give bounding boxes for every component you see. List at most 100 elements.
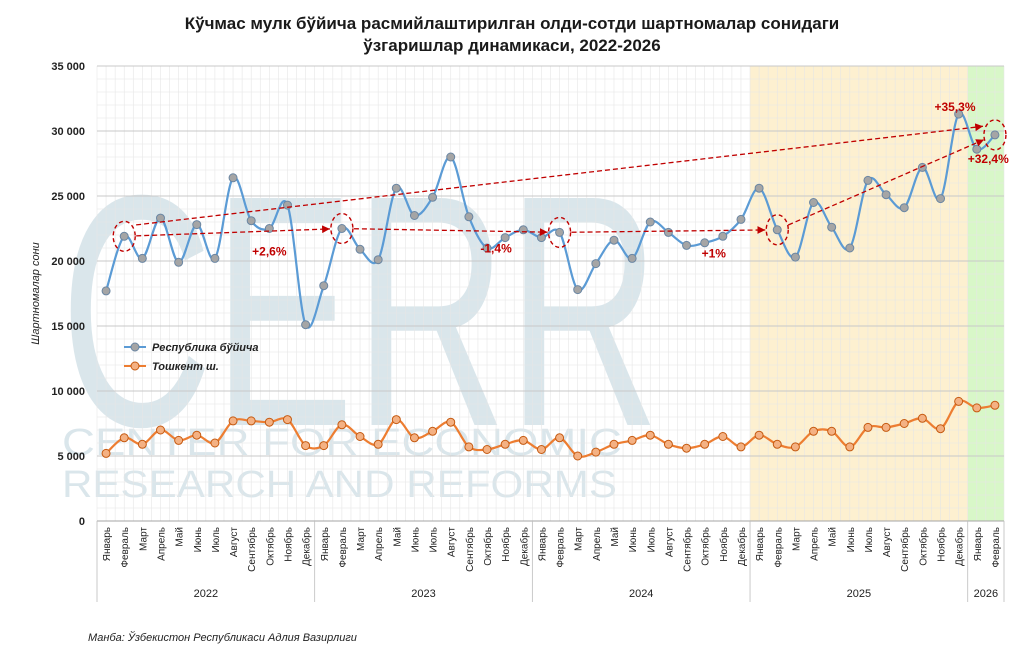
legend-marker-republic xyxy=(130,342,140,352)
x-tick-label-month: Июль xyxy=(429,527,440,553)
y-tick-label: 20 000 xyxy=(51,256,85,268)
data-point-tashkent xyxy=(591,447,601,457)
data-point-tashkent xyxy=(881,422,891,432)
x-tick-label-month: Май xyxy=(610,527,621,547)
data-point-tashkent xyxy=(119,433,129,443)
data-point-tashkent xyxy=(482,445,492,454)
data-point-tashkent xyxy=(790,442,800,452)
x-tick-label-month: Июнь xyxy=(846,527,857,552)
comparison-arrow xyxy=(571,226,766,234)
data-point-republic xyxy=(663,227,673,237)
x-tick-label-month: Январь xyxy=(973,527,984,561)
x-tick-label-year: 2025 xyxy=(847,588,871,600)
data-point-republic xyxy=(936,194,946,204)
x-tick-label-month: Август xyxy=(229,527,240,558)
data-point-tashkent xyxy=(754,430,764,440)
legend-label-tashkent: Тошкент ш. xyxy=(152,361,219,373)
x-tick-label-month: Январь xyxy=(102,527,113,561)
data-point-republic xyxy=(409,211,419,220)
data-point-tashkent xyxy=(264,417,274,427)
data-point-tashkent xyxy=(210,438,220,448)
data-point-republic xyxy=(627,253,637,263)
chart-title-line-1: Кўчмас мулк бўйича расмийлаштирилган олд… xyxy=(184,14,840,33)
highlight-circle xyxy=(330,212,354,245)
data-point-tashkent xyxy=(645,430,655,440)
data-point-tashkent xyxy=(899,419,909,428)
data-point-tashkent xyxy=(990,400,1000,410)
data-point-republic xyxy=(609,235,619,245)
data-point-tashkent xyxy=(391,415,401,425)
data-point-tashkent xyxy=(101,448,111,458)
data-point-tashkent xyxy=(228,416,238,426)
x-tick-label-month: Ноябрь xyxy=(500,527,512,562)
data-point-tashkent xyxy=(936,424,946,434)
x-tick-label-month: Май xyxy=(392,527,403,547)
x-tick-label-month: Октябрь xyxy=(482,527,494,566)
x-tick-label-month: Август xyxy=(664,527,675,558)
x-tick-label-month: Апрель xyxy=(592,527,603,561)
y-tick-label: 5 000 xyxy=(57,451,85,463)
source-note: Манба: Ўзбекистон Республикаси Адлия Ваз… xyxy=(88,632,357,644)
x-tick-label-month: Февраль xyxy=(773,527,784,568)
data-point-republic xyxy=(827,222,837,232)
highlight-circle xyxy=(547,216,572,249)
y-tick-label: 15 000 xyxy=(51,321,85,333)
comparison-label: +35,3% xyxy=(934,100,975,114)
data-point-tashkent xyxy=(917,413,927,423)
highlight-circle xyxy=(765,214,789,246)
data-point-republic xyxy=(809,198,819,207)
data-point-republic xyxy=(772,225,782,235)
data-point-republic xyxy=(446,152,456,162)
data-point-republic xyxy=(355,244,365,254)
data-point-republic xyxy=(736,214,746,224)
highlight-circle xyxy=(112,220,136,253)
data-point-tashkent xyxy=(682,443,692,453)
y-tick-label: 35 000 xyxy=(51,61,85,73)
data-point-republic xyxy=(881,190,891,200)
data-point-tashkent xyxy=(845,442,855,452)
data-point-republic xyxy=(301,320,311,330)
data-point-tashkent xyxy=(518,435,528,445)
data-point-tashkent xyxy=(174,435,184,445)
x-tick-label-month: Март xyxy=(356,527,367,551)
data-point-tashkent xyxy=(319,441,329,451)
data-point-tashkent xyxy=(609,439,619,449)
x-tick-label-month: Ноябрь xyxy=(282,527,294,562)
y-tick-label: 30 000 xyxy=(51,126,85,138)
data-point-tashkent xyxy=(573,451,583,461)
data-point-republic xyxy=(264,224,274,233)
x-tick-label-month: Август xyxy=(882,527,893,558)
data-point-republic xyxy=(192,220,202,230)
data-point-republic xyxy=(899,203,909,213)
data-point-republic xyxy=(990,130,1000,140)
x-tick-label-month: Июнь xyxy=(628,527,639,552)
x-tick-label-month: Ноябрь xyxy=(718,527,730,562)
x-tick-label-month: Сентябрь xyxy=(464,527,476,572)
data-point-republic xyxy=(718,231,728,241)
data-point-tashkent xyxy=(555,433,565,443)
data-point-tashkent xyxy=(301,441,311,451)
x-tick-label-month: Май xyxy=(828,527,839,547)
data-point-republic xyxy=(137,253,147,263)
x-tick-label-month: Август xyxy=(447,527,458,558)
data-point-republic xyxy=(482,243,492,253)
data-point-republic xyxy=(174,257,184,267)
x-tick-label-year: 2023 xyxy=(411,588,435,600)
watermark-line-2: RESEARCH AND REFORMS xyxy=(62,464,617,506)
x-tick-label-month: Декабрь xyxy=(736,527,748,566)
data-point-tashkent xyxy=(700,439,710,449)
data-point-republic xyxy=(428,192,438,202)
comparison-arrow xyxy=(136,225,330,237)
data-point-tashkent xyxy=(772,439,782,449)
data-point-republic xyxy=(373,255,383,265)
data-point-republic xyxy=(573,285,583,295)
data-point-tashkent xyxy=(500,439,510,449)
comparison-arrow xyxy=(136,123,984,226)
comparison-label: +32,4% xyxy=(968,152,1009,166)
data-point-republic xyxy=(500,233,510,243)
x-tick-label-month: Июль xyxy=(864,527,875,553)
data-point-tashkent xyxy=(863,422,873,432)
x-tick-label-month: Сентябрь xyxy=(682,527,694,572)
x-tick-label-month: Октябрь xyxy=(917,527,929,566)
